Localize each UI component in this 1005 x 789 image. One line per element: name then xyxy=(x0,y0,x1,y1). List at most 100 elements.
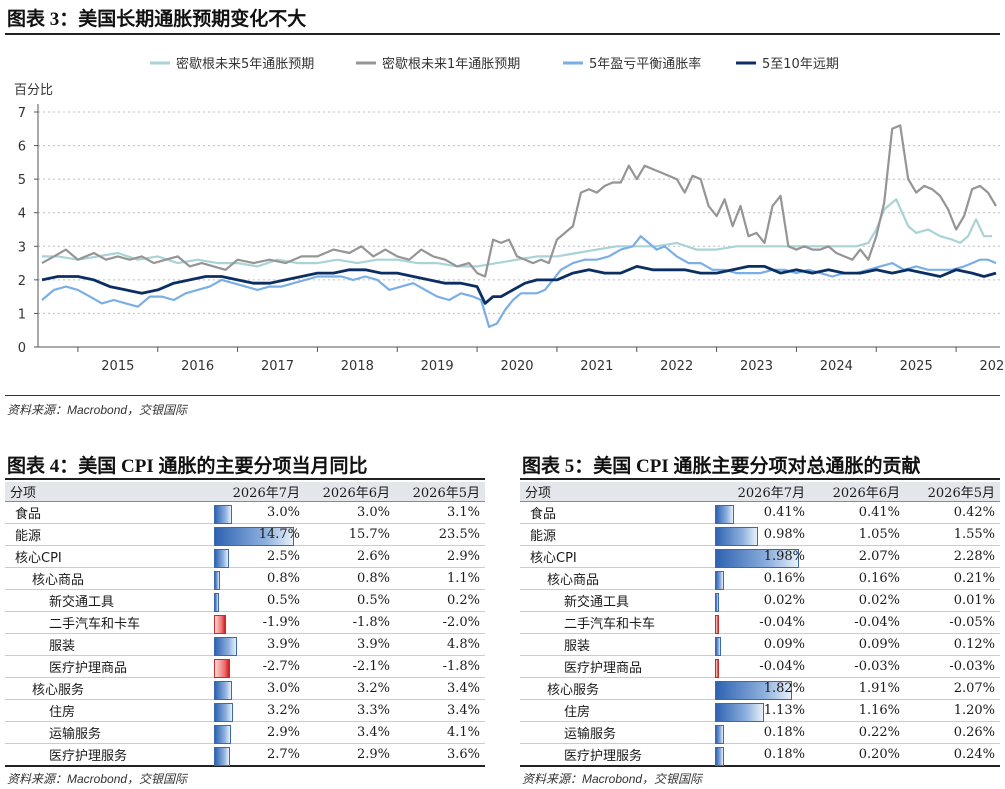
x-tick-label: 2019 xyxy=(421,359,454,374)
y-axis-label: 百分比 xyxy=(14,83,53,98)
value-jul-cell: 2.9% xyxy=(213,721,305,744)
x-tick-label: 2017 xyxy=(261,359,294,374)
value-jul-cell: 2.5% xyxy=(213,545,305,568)
row-label: 住房 xyxy=(520,699,714,722)
value-jun: 3.4% xyxy=(305,721,395,744)
legend-label: 密歇根未来1年通胀预期 xyxy=(382,56,520,72)
legend-label: 密歇根未来5年通胀预期 xyxy=(176,56,314,72)
table-row: 医疗护理服务 2.7% 2.9% 3.6% xyxy=(5,743,485,767)
value-jul-cell: 0.02% xyxy=(714,589,810,612)
value-jun: 0.09% xyxy=(810,633,905,656)
value-jul-cell: 14.7% xyxy=(213,523,305,546)
value-jun: 2.6% xyxy=(305,545,395,568)
value-may: 0.42% xyxy=(905,501,1000,524)
row-label: 二手汽车和卡车 xyxy=(520,611,714,634)
value-jul: 0.98% xyxy=(763,527,805,542)
table-row: 二手汽车和卡车 -0.04% -0.04% -0.05% xyxy=(520,611,1000,634)
value-jun: -0.03% xyxy=(810,655,905,678)
figure4-source: 资料来源：Macrobond，交银国际 xyxy=(7,772,188,786)
value-may: -2.0% xyxy=(395,611,485,634)
data-bar xyxy=(214,747,230,766)
value-jul: 3.9% xyxy=(266,637,300,652)
row-label: 运输服务 xyxy=(5,721,213,744)
value-may: 0.24% xyxy=(905,743,1000,767)
grid-lines xyxy=(37,104,1000,348)
figure5-source: 资料来源：Macrobond，交银国际 xyxy=(522,772,703,786)
value-jul: 0.09% xyxy=(763,637,805,652)
value-jul: 1.13% xyxy=(763,703,805,718)
value-jul-cell: 1.13% xyxy=(714,699,810,722)
data-bar xyxy=(715,593,719,612)
table-row: 能源 14.7% 15.7% 23.5% xyxy=(5,523,485,546)
table-row: 医疗护理商品 -0.04% -0.03% -0.03% xyxy=(520,655,1000,678)
value-may: 1.55% xyxy=(905,523,1000,546)
table-row: 新交通工具 0.5% 0.5% 0.2% xyxy=(5,589,485,612)
data-bar xyxy=(715,637,721,656)
value-jun: 1.05% xyxy=(810,523,905,546)
x-tick-label: 2018 xyxy=(341,359,374,374)
table-row: 服装 3.9% 3.9% 4.8% xyxy=(5,633,485,656)
row-label: 医疗护理商品 xyxy=(520,655,714,678)
value-jun: 3.3% xyxy=(305,699,395,722)
row-label: 食品 xyxy=(520,501,714,524)
row-label: 医疗护理服务 xyxy=(5,743,213,767)
value-jul-cell: 3.0% xyxy=(213,501,305,524)
header-jul: 2026年7月 xyxy=(714,482,810,502)
header-may: 2026年5月 xyxy=(905,482,1000,502)
data-bar xyxy=(715,747,724,766)
table-row: 能源 0.98% 1.05% 1.55% xyxy=(520,523,1000,546)
header-jun: 2026年6月 xyxy=(810,482,905,502)
value-jul: 3.2% xyxy=(266,703,300,718)
table-row: 运输服务 0.18% 0.22% 0.26% xyxy=(520,721,1000,744)
series-lines xyxy=(41,124,997,328)
value-jul-cell: 0.41% xyxy=(714,501,810,524)
x-tick-label: 2016 xyxy=(181,359,214,374)
header-jul: 2026年7月 xyxy=(213,482,305,502)
row-label: 食品 xyxy=(5,501,213,524)
value-jul-cell: 3.2% xyxy=(213,699,305,722)
value-may: 4.1% xyxy=(395,721,485,744)
y-axis-ticks: 0 1 2 3 4 5 6 7 xyxy=(18,106,38,356)
table-row: 医疗护理服务 0.18% 0.20% 0.24% xyxy=(520,743,1000,767)
value-jul-cell: -0.04% xyxy=(714,655,810,678)
row-label: 运输服务 xyxy=(520,721,714,744)
value-jun: -1.8% xyxy=(305,611,395,634)
row-label: 住房 xyxy=(5,699,213,722)
y-tick-label: 7 xyxy=(18,106,26,121)
table-row: 核心CPI 2.5% 2.6% 2.9% xyxy=(5,545,485,568)
value-may: 4.8% xyxy=(395,633,485,656)
value-jul-cell: 0.18% xyxy=(714,743,810,767)
table-row: 食品 0.41% 0.41% 0.42% xyxy=(520,501,1000,524)
row-label: 核心商品 xyxy=(5,567,213,590)
value-jul: 2.5% xyxy=(266,549,300,564)
table-row: 运输服务 2.9% 3.4% 4.1% xyxy=(5,721,485,744)
table-row: 核心CPI 1.98% 2.07% 2.28% xyxy=(520,545,1000,568)
y-tick-label: 4 xyxy=(18,207,26,222)
value-may: 3.4% xyxy=(395,677,485,700)
series-line-0 xyxy=(42,198,992,268)
table-row: 核心服务 1.82% 1.91% 2.07% xyxy=(520,677,1000,700)
value-jul: -0.04% xyxy=(759,615,805,630)
row-label: 核心商品 xyxy=(520,567,714,590)
value-may: 1.20% xyxy=(905,699,1000,722)
value-jul-cell: 3.0% xyxy=(213,677,305,700)
value-jul: 0.5% xyxy=(266,593,300,608)
data-bar xyxy=(214,659,230,678)
value-jul-cell: 0.09% xyxy=(714,633,810,656)
row-label: 核心CPI xyxy=(520,545,714,568)
legend-label: 5至10年远期 xyxy=(762,57,839,72)
data-bar xyxy=(715,659,719,678)
value-may: 0.12% xyxy=(905,633,1000,656)
x-tick-label: 2020 xyxy=(500,359,533,374)
data-bar xyxy=(715,703,764,722)
row-label: 核心服务 xyxy=(520,677,714,700)
value-jul: 3.0% xyxy=(266,681,300,696)
value-jul-cell: 0.5% xyxy=(213,589,305,612)
row-label: 核心服务 xyxy=(5,677,213,700)
data-bar xyxy=(214,681,232,700)
data-bar xyxy=(214,615,226,634)
value-jun: 0.5% xyxy=(305,589,395,612)
value-may: 0.26% xyxy=(905,721,1000,744)
series-line-2 xyxy=(41,235,997,328)
data-bar xyxy=(214,637,237,656)
